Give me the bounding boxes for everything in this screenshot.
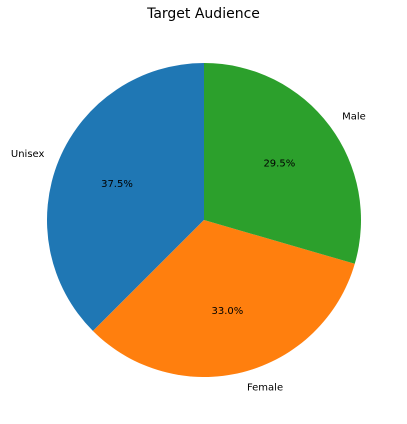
- pie-slice-female: [92, 220, 355, 378]
- slice-label-male: Male: [342, 111, 366, 122]
- pie-slice-male: [204, 63, 361, 264]
- pie-slices: [46, 63, 361, 378]
- pie-labels: Unisex 37.5% Female 33.0% Male 29.5%: [11, 111, 366, 393]
- chart-title: Target Audience: [146, 6, 260, 22]
- pct-label-female: 33.0%: [212, 306, 244, 317]
- pct-label-unisex: 37.5%: [101, 179, 133, 190]
- slice-label-female: Female: [247, 382, 283, 393]
- slice-label-unisex: Unisex: [11, 149, 45, 160]
- pie-slice-unisex: [46, 63, 205, 332]
- pct-label-male: 29.5%: [263, 158, 295, 169]
